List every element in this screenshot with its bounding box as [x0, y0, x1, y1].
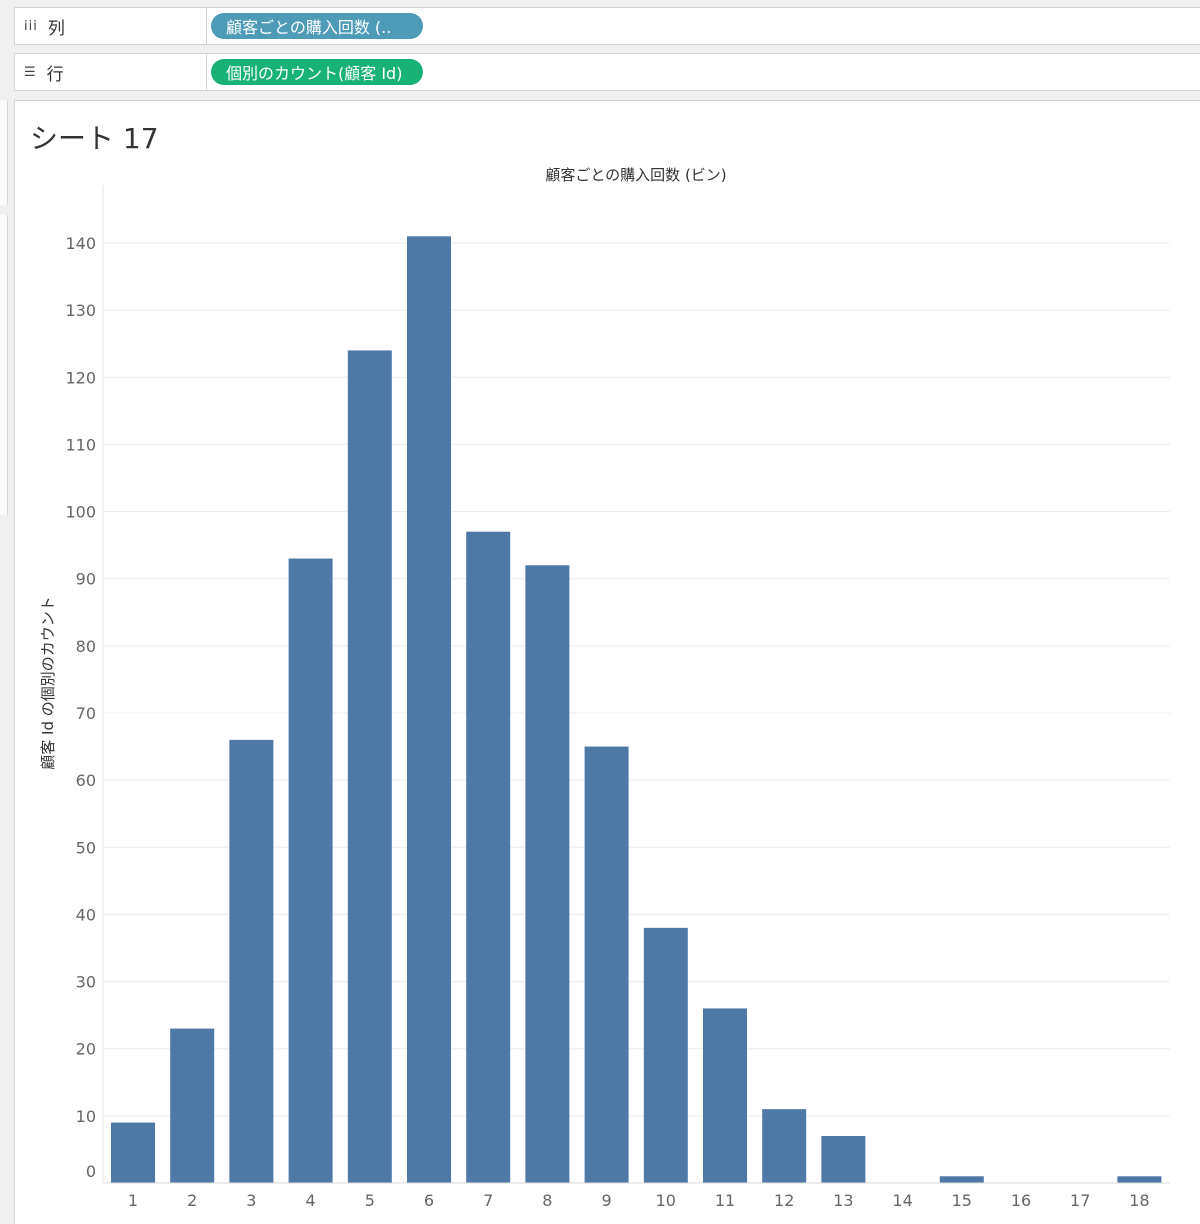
columns-field-pill[interactable]: 顧客ごとの購入回数 (.. [211, 13, 423, 39]
x-tick-label: 7 [483, 1191, 493, 1210]
y-tick-label: 10 [76, 1107, 96, 1126]
y-tick-label: 60 [76, 771, 96, 790]
x-tick-label: 13 [833, 1191, 853, 1210]
rows-shelf[interactable]: ☰ 行 個別のカウント(顧客 Id) [14, 53, 1200, 91]
bar[interactable] [525, 565, 570, 1183]
y-tick-label: 30 [76, 973, 96, 992]
y-axis-title: 顧客 Id の個別のカウント [39, 596, 57, 769]
columns-shelf-label: iii 列 [15, 8, 207, 44]
x-axis: 1 2 3 4 5 6 7 8 9 10 11 12 13 14 15 16 17 18 [103, 1182, 1170, 1210]
bar[interactable] [288, 558, 333, 1183]
x-tick-label: 11 [715, 1191, 735, 1210]
bar[interactable] [1117, 1176, 1162, 1183]
rows-field-pill[interactable]: 個別のカウント(顧客 Id) [211, 59, 423, 85]
x-tick-label: 14 [892, 1191, 912, 1210]
x-tick-label: 6 [424, 1191, 434, 1210]
y-tick-label: 20 [76, 1040, 96, 1059]
y-tick-label: 100 [65, 503, 96, 522]
y-tick-label: 120 [65, 368, 96, 387]
x-tick-label: 8 [542, 1191, 552, 1210]
left-panel-edge-top [0, 100, 8, 205]
bar[interactable] [407, 236, 451, 1184]
bar[interactable] [584, 746, 629, 1183]
x-tick-label: 4 [306, 1191, 316, 1210]
bar[interactable] [229, 739, 274, 1183]
sheet-title: シート 17 [30, 122, 159, 155]
bar[interactable] [762, 1109, 807, 1183]
chart-title: 顧客ごとの購入回数 (ビン) [545, 166, 726, 184]
x-tick-label: 3 [246, 1191, 256, 1210]
bar[interactable] [939, 1176, 984, 1183]
x-tick-label: 9 [602, 1191, 612, 1210]
bar[interactable] [643, 927, 688, 1183]
rows-label: 行 [46, 64, 64, 85]
x-tick-label: 2 [187, 1191, 197, 1210]
bar[interactable] [466, 531, 511, 1183]
y-tick-label: 0 [86, 1162, 96, 1181]
columns-label: 列 [47, 18, 65, 39]
y-tick-label: 50 [76, 838, 96, 857]
y-tick-label: 70 [76, 704, 96, 723]
bar[interactable] [111, 1122, 155, 1183]
x-tick-label: 18 [1129, 1191, 1149, 1210]
columns-icon: iii [24, 18, 38, 34]
x-tick-label: 15 [952, 1191, 972, 1210]
x-tick-label: 16 [1011, 1191, 1031, 1210]
x-tick-label: 5 [365, 1191, 375, 1210]
bars [111, 236, 1162, 1184]
bar[interactable] [821, 1136, 866, 1183]
left-panel-edge-bottom [0, 215, 8, 515]
x-tick-label: 12 [774, 1191, 794, 1210]
y-tick-label: 90 [76, 570, 96, 589]
bar[interactable] [703, 1008, 747, 1183]
x-tick-label: 1 [128, 1191, 138, 1210]
y-axis: 0 10 20 30 40 50 60 70 80 90 100 110 120 130 140 [65, 185, 104, 1183]
y-tick-label: 130 [65, 301, 96, 320]
y-tick-label: 40 [76, 905, 96, 924]
y-tick-label: 140 [65, 234, 96, 253]
x-tick-label: 10 [656, 1191, 676, 1210]
y-tick-label: 80 [76, 637, 96, 656]
bar[interactable] [347, 350, 392, 1183]
columns-shelf[interactable]: iii 列 顧客ごとの購入回数 (.. [14, 7, 1200, 45]
rows-icon: ☰ [24, 64, 37, 80]
rows-shelf-label: ☰ 行 [15, 54, 207, 90]
x-tick-label: 17 [1070, 1191, 1090, 1210]
bar[interactable] [170, 1028, 215, 1183]
gridlines [103, 242, 1170, 1117]
y-tick-label: 110 [65, 435, 96, 454]
